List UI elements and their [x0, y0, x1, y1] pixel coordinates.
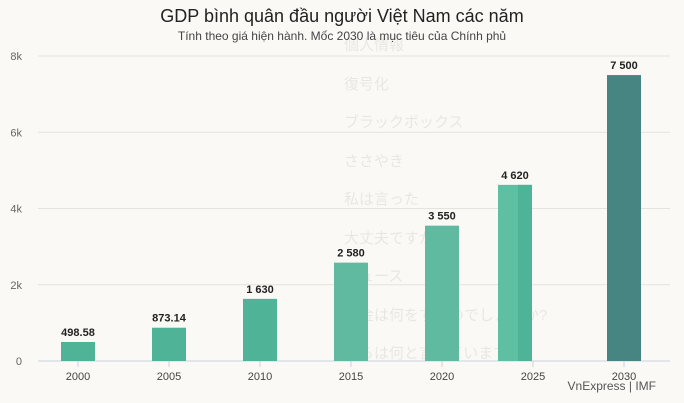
y-tick-label: 0: [16, 356, 22, 368]
data-label: 1 630: [246, 284, 274, 296]
watermark-text: ささやき: [344, 152, 405, 170]
watermark-text: 復号化: [344, 75, 390, 93]
x-tick-label: 2025: [521, 371, 545, 383]
source-label: VnExpress | IMF: [567, 379, 656, 393]
x-tick-label: 2015: [339, 371, 363, 383]
data-label: 7 500: [610, 60, 638, 72]
watermark-text: 個人情報: [344, 37, 405, 54]
chart-title: GDP bình quân đầu người Việt Nam các năm: [160, 6, 524, 26]
bar: [425, 225, 459, 361]
x-tick-label: 2000: [66, 371, 90, 383]
x-tick-label: 2005: [157, 371, 181, 383]
bar-overlay: [518, 184, 532, 361]
watermark-text: ブラックボックス: [344, 114, 464, 131]
x-tick-label: 2030: [612, 371, 636, 383]
x-tick-label: 2010: [248, 371, 272, 383]
bar: [152, 327, 186, 361]
data-label: 3 550: [428, 211, 456, 223]
bar: [243, 298, 277, 361]
watermark-text: 大丈夫ですか?: [344, 229, 443, 247]
data-label: 498.58: [61, 327, 95, 339]
bar: [607, 75, 641, 361]
data-label: 873.14: [152, 313, 187, 325]
y-tick-label: 6k: [10, 127, 22, 139]
data-label: 4 620: [501, 170, 529, 182]
chart-subtitle: Tính theo giá hiện hành. Mốc 2030 là mục…: [177, 29, 507, 43]
y-tick-label: 4k: [10, 204, 22, 216]
watermark-text: 私は言った: [344, 191, 420, 208]
y-tick-label: 2k: [10, 280, 22, 292]
x-tick-label: 2020: [430, 371, 454, 383]
bar: [334, 262, 368, 361]
y-tick-label: 8k: [10, 51, 22, 63]
data-label: 2 580: [337, 248, 365, 260]
bar: [61, 341, 95, 361]
